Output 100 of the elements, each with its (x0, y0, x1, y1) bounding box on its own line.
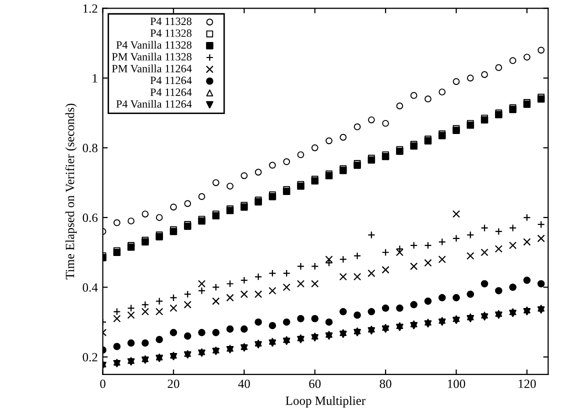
point (480, 280, 488, 288)
point (141, 308, 150, 316)
point (353, 252, 362, 260)
point (382, 304, 390, 312)
point (226, 325, 234, 333)
point (452, 294, 460, 302)
x-axis-title: Loop Multiplier (286, 396, 366, 408)
legend-label: P4 Vanilla 11264 (116, 100, 192, 108)
point (170, 304, 178, 312)
point (466, 290, 474, 298)
x-tick-label: 40 (238, 380, 250, 388)
point (268, 322, 276, 330)
point (226, 280, 234, 288)
point (240, 325, 248, 333)
point (438, 238, 446, 246)
point (184, 332, 192, 340)
point (382, 266, 390, 274)
point (127, 304, 135, 312)
x-tick-label: 80 (380, 380, 392, 388)
point (325, 259, 333, 267)
point (537, 220, 545, 228)
point (282, 269, 290, 278)
legend-label: P4 11328 (150, 18, 192, 26)
point (311, 314, 319, 322)
point (254, 272, 262, 281)
point (212, 297, 220, 305)
point (212, 328, 220, 336)
point (325, 256, 333, 264)
point (311, 280, 319, 288)
legend-label: P4 Vanilla 11328 (116, 40, 192, 49)
point (254, 318, 262, 326)
point (509, 242, 517, 250)
x-tick-label: 20 (168, 380, 180, 388)
point (240, 290, 248, 298)
point (170, 294, 178, 302)
y-tick-label: 1.2 (83, 4, 98, 13)
point (297, 314, 304, 322)
point (212, 283, 220, 292)
y-axis-title: Time Elapsed on Verifier (seconds) (65, 104, 77, 280)
point (296, 280, 305, 288)
point (170, 328, 178, 336)
point (466, 231, 474, 239)
point (268, 269, 276, 278)
point (452, 210, 460, 218)
point (410, 262, 418, 270)
point (311, 262, 319, 270)
y-tick-label: 0.4 (82, 283, 98, 292)
y-tick-label: 0.2 (82, 352, 98, 362)
point (523, 214, 531, 222)
point (156, 308, 164, 316)
point (438, 294, 446, 302)
legend-label: P4 11264 (150, 76, 192, 84)
point (382, 248, 390, 256)
point (438, 256, 446, 264)
point (495, 287, 502, 294)
y-tick-label: 0.8 (82, 144, 98, 152)
point (523, 238, 531, 246)
point (523, 276, 531, 284)
point (537, 234, 545, 242)
point (537, 280, 545, 288)
point (198, 286, 206, 295)
point (494, 245, 502, 253)
point (113, 308, 121, 316)
y-tick-label: 1 (92, 74, 98, 82)
point (127, 311, 135, 319)
point (184, 290, 192, 298)
x-tick-label: 100 (448, 380, 466, 388)
point (156, 336, 163, 344)
point (466, 252, 474, 260)
point (424, 242, 432, 250)
point (113, 342, 121, 350)
point (254, 290, 262, 298)
point (396, 248, 404, 256)
legend-label: P4 11328 (150, 29, 192, 37)
legend-label: PM Vanilla 11328 (112, 52, 192, 61)
point (340, 308, 347, 316)
point (368, 269, 376, 278)
y-tick-label: 0.6 (82, 214, 98, 222)
point (198, 328, 206, 336)
point (494, 228, 502, 236)
point (339, 272, 347, 281)
point (198, 280, 206, 288)
point (240, 276, 248, 284)
point (113, 314, 121, 322)
x-tick-label: 60 (309, 380, 321, 388)
point (184, 300, 192, 308)
point (410, 301, 418, 308)
point (396, 304, 404, 312)
point (368, 231, 376, 239)
point (226, 294, 234, 302)
point (142, 339, 149, 347)
point (156, 297, 164, 305)
point (296, 262, 305, 270)
point (396, 245, 404, 253)
point (339, 256, 347, 264)
point (368, 308, 376, 316)
point (424, 259, 432, 267)
x-tick-label: 120 (518, 380, 536, 388)
point (282, 283, 290, 292)
point (509, 284, 516, 291)
